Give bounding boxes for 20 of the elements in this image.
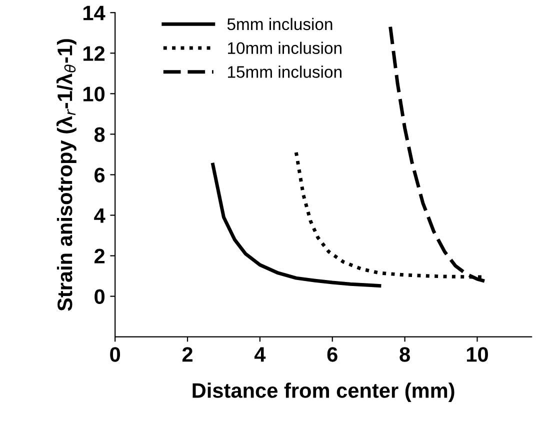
x-tick-label: 10 [466, 347, 488, 362]
x-tick-label: 4 [254, 347, 266, 362]
legend-label: 15mm inclusion [228, 66, 342, 78]
line-series [211, 162, 382, 288]
x-tick-label: 0 [110, 347, 120, 362]
x-tick-label: 8 [400, 347, 410, 362]
y-tick-label: 0 [94, 289, 105, 304]
legend-label: 5mm inclusion [227, 18, 332, 30]
x-axis-title: Distance from center (mm) [192, 382, 454, 402]
y-axis-title: Strain anisotropy (λ$_{r}$-1/λ$_{θ}$-1) [56, 39, 76, 311]
y-tick-label: 14 [84, 6, 106, 20]
y-tick-label: 2 [94, 248, 105, 264]
y-tick-label: 8 [94, 127, 105, 142]
x-tick-label: 6 [327, 347, 338, 362]
x-tick-label: 2 [182, 347, 192, 362]
y-tick-label: 4 [94, 208, 106, 223]
y-tick-label: 10 [84, 86, 105, 102]
y-tick-label: 12 [84, 46, 105, 61]
y-tick-label: 6 [94, 168, 105, 182]
legend-label: 10mm inclusion [228, 42, 342, 54]
